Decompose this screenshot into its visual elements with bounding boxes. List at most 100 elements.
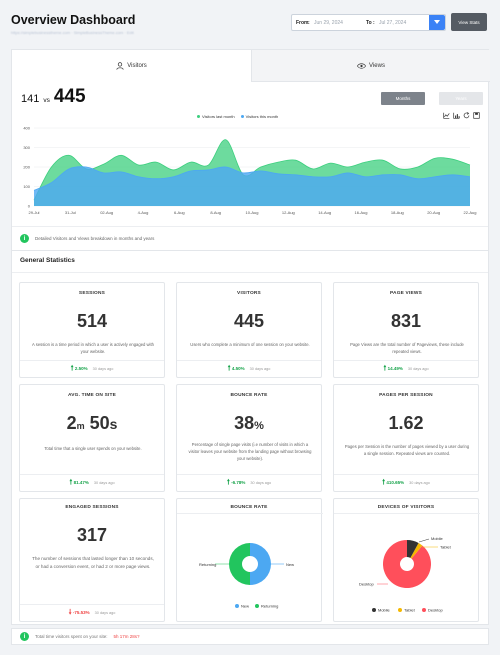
legend-returning-dot xyxy=(255,604,259,608)
from-date[interactable]: Jun 29, 2024 xyxy=(314,20,343,26)
ago-text: 30 days ago xyxy=(409,481,430,485)
change-value: -6.78% xyxy=(231,479,246,485)
ago-text: 30 days ago xyxy=(407,367,429,371)
chevron-down-icon xyxy=(434,20,440,24)
card-title: SESSIONS xyxy=(78,291,106,296)
card-description: Total time that a single user spends on … xyxy=(44,446,142,451)
general-statistics-panel: General Statistics SESSIONS 514 A sessio… xyxy=(11,251,489,625)
seconds-value: 50 xyxy=(89,413,110,433)
bounce-rate-card: BOUNCE RATE 38% Percentage of single pag… xyxy=(176,384,322,492)
to-label: To xyxy=(366,20,372,26)
bounce-returning-slice[interactable] xyxy=(229,543,250,585)
arrow-up-icon: 🠕 xyxy=(69,478,73,486)
arrow-up-icon: 🠕 xyxy=(383,364,387,372)
card-footer: 🠕 -6.78% 30 days ago xyxy=(177,474,321,491)
legend-returning-label: Returning xyxy=(261,604,278,609)
legend-last-month[interactable]: Visitors last month xyxy=(197,114,235,119)
date-range-picker[interactable]: From : Jun 29, 2024 To : Jul 27, 2024 xyxy=(291,14,446,31)
save-icon[interactable] xyxy=(473,112,480,119)
legend-desktop-label: Desktop xyxy=(428,608,443,613)
returning-label: Returning xyxy=(199,562,216,567)
x-tick-label: 18-Aug xyxy=(391,210,404,215)
card-footer: 🠕 81.47% 30 days ago xyxy=(20,474,164,491)
percent-unit: % xyxy=(254,420,264,432)
tab-visitors-label: Visitors xyxy=(127,62,147,69)
page-views-card: PAGE VIEWS 831 Page Views are the total … xyxy=(333,282,479,378)
ago-text: 30 days ago xyxy=(249,367,271,371)
card-footer: 🠗 -75.53% 30 days ago xyxy=(20,604,164,621)
sessions-card: SESSIONS 514 A session is a time period … xyxy=(19,282,165,378)
avg-time-card: AVG. TIME ON SITE 2m 50s Total time that… xyxy=(19,384,165,492)
bounce-new-slice[interactable] xyxy=(250,543,271,585)
eye-icon xyxy=(357,62,367,69)
change-up: 🠕 -6.78% xyxy=(227,478,246,489)
x-tick-label: 6-Aug xyxy=(174,210,185,215)
x-tick-label: 12-Aug xyxy=(282,210,295,215)
legend-last-label: Visitors last month xyxy=(202,114,235,119)
card-title: PAGE VIEWS xyxy=(389,291,423,296)
divider xyxy=(334,513,480,515)
change-value: 14.49% xyxy=(387,365,403,371)
devices-tablet-slice[interactable] xyxy=(410,542,423,559)
devices-chart-card: DEVICES OF VISITORS Mobile Tablet Deskto… xyxy=(333,498,480,622)
change-down: 🠗 -75.53% xyxy=(69,608,90,619)
y-tick-label: 300 xyxy=(23,145,30,150)
card-value: 445 xyxy=(233,311,265,331)
view-stats-button[interactable]: View Stats xyxy=(451,13,487,31)
bar-chart-icon[interactable] xyxy=(453,112,460,119)
general-statistics-title: General Statistics xyxy=(20,257,75,264)
x-tick-label: 22-Aug xyxy=(464,210,477,215)
legend-desktop-dot xyxy=(422,608,426,612)
card-footer: 🠕 2.50% 30 days ago xyxy=(20,360,164,377)
years-button[interactable]: Years xyxy=(439,92,483,105)
vs-label: vs xyxy=(43,97,50,104)
tab-visitors[interactable]: Visitors xyxy=(12,50,251,82)
legend-this-month[interactable]: Visitors this month xyxy=(240,114,278,119)
info-icon: i xyxy=(20,632,29,641)
card-footer: 🠕 14.49% 30 days ago xyxy=(334,360,478,377)
x-tick-label: 10-Aug xyxy=(246,210,259,215)
change-up: 🠕 14.49% xyxy=(383,364,403,375)
ago-text: 30 days ago xyxy=(250,481,272,485)
change-up: 🠕 81.47% xyxy=(69,478,89,489)
date-dropdown-button[interactable] xyxy=(429,15,445,30)
change-up: 🠕 4.50% xyxy=(228,364,245,375)
visitor-comparison: 141 vs 445 xyxy=(21,86,86,108)
change-value: 4.50% xyxy=(231,365,245,371)
card-title: PAGES PER SESSION xyxy=(379,393,433,398)
line-chart-icon[interactable] xyxy=(443,112,450,119)
y-tick-label: 400 xyxy=(23,126,30,131)
pages-per-session-card: PAGES PER SESSION 1.62 Pages per Session… xyxy=(333,384,479,492)
to-date[interactable]: Jul 27, 2024 xyxy=(379,20,407,26)
header: Overview Dashboard https://simplebusines… xyxy=(0,0,500,44)
devices-donut-chart: Mobile Tablet Desktop Mobile Tablet Desk… xyxy=(359,536,452,613)
site-url[interactable]: https://simplebusinesstheme.com · Simple… xyxy=(11,30,134,35)
x-tick-label: 16-Aug xyxy=(355,210,368,215)
visitors-area-chart: 0 100 200 300 400 29-Jul 31-Jul 02-Aug 4-Aug 6-Au… xyxy=(23,126,477,216)
card-footer: 🠕 4.50% 30 days ago xyxy=(177,360,321,377)
chart-legend: Visitors last month Visitors this month xyxy=(197,114,278,119)
seconds-unit: s xyxy=(109,416,118,432)
change-value: 410.65% xyxy=(386,479,405,485)
card-title: ENGAGED SESSIONS xyxy=(65,505,119,510)
arrow-up-icon: 🠕 xyxy=(382,478,386,486)
user-icon xyxy=(116,61,124,70)
engaged-sessions-card: ENGAGED SESSIONS 317 The number of sessi… xyxy=(19,498,165,622)
refresh-icon[interactable] xyxy=(463,112,470,119)
x-tick-label: 4-Aug xyxy=(138,210,149,215)
card-description: Pages per Session is the number of pages… xyxy=(344,444,470,456)
tablet-label: Tablet xyxy=(440,545,452,550)
months-button[interactable]: Months xyxy=(381,92,425,105)
tab-views[interactable]: Views xyxy=(251,50,490,82)
legend-dot-this xyxy=(240,115,244,119)
card-title: DEVICES OF VISITORS xyxy=(377,505,435,510)
chart-info-row: i Detailed Visitors and Views breakdown … xyxy=(12,226,488,250)
from-label: From xyxy=(296,20,309,26)
mobile-leader-line xyxy=(418,538,430,543)
devices-mobile-slice[interactable] xyxy=(407,540,419,558)
total-time-text: Total time visitors spent on your site: xyxy=(35,634,108,639)
devices-desktop-slice[interactable] xyxy=(383,540,431,588)
legend-new-label: New xyxy=(241,604,249,609)
to-colon: : xyxy=(373,20,375,26)
legend-new-dot xyxy=(235,604,239,608)
